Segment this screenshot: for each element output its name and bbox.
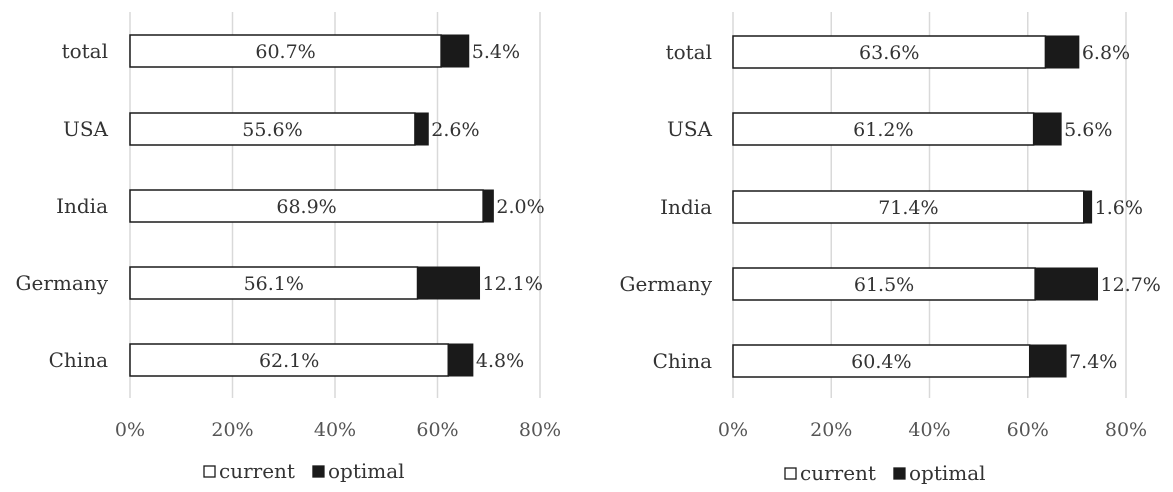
- bar-optimal: [1083, 190, 1093, 224]
- category-label: USA: [63, 117, 109, 141]
- legend-label-optimal: optimal: [909, 461, 986, 485]
- data-label-current: 68.9%: [276, 196, 336, 218]
- bar-current: [129, 343, 450, 377]
- data-label-optimal: 4.8%: [476, 350, 524, 372]
- category-label: China: [49, 348, 108, 372]
- chart-right: 0% 20% 40% 60% 80% total 63.6% 6.8% USA 61.2% 5.6%…: [620, 12, 1161, 485]
- legend-label-current: current: [800, 461, 876, 485]
- x-tick-label: 40%: [314, 419, 356, 441]
- bar-optimal: [1033, 112, 1062, 146]
- category-label: India: [660, 195, 712, 219]
- data-label-optimal: 12.1%: [483, 273, 543, 295]
- data-label-current: 60.4%: [851, 351, 911, 373]
- legend-swatch-optimal: [312, 465, 325, 478]
- category-label: total: [666, 40, 712, 64]
- data-label-current: 61.5%: [854, 274, 914, 296]
- data-label-optimal: 5.6%: [1064, 119, 1112, 141]
- bar-current: [732, 267, 1036, 301]
- bar-current: [732, 35, 1047, 69]
- x-tick-label: 20%: [211, 419, 253, 441]
- data-label-optimal: 2.6%: [431, 119, 479, 141]
- data-label-optimal: 5.4%: [472, 41, 520, 63]
- chart-left: 0% 20% 40% 60% 80% total 60.7% 5.4% USA 55.6% 2.6%…: [16, 12, 561, 483]
- category-label: China: [653, 349, 712, 373]
- data-label-optimal: 1.6%: [1095, 197, 1143, 219]
- data-label-current: 55.6%: [242, 119, 302, 141]
- legend-label-optimal: optimal: [328, 459, 405, 483]
- x-tick-label: 80%: [1105, 419, 1147, 441]
- category-label: India: [56, 194, 108, 218]
- bar-optimal: [417, 266, 481, 300]
- bar-current: [129, 189, 484, 223]
- data-label-optimal: 6.8%: [1082, 42, 1130, 64]
- legend-swatch-optimal: [893, 467, 906, 480]
- bar-current: [732, 112, 1035, 146]
- data-label-current: 63.6%: [859, 42, 919, 64]
- bar-current: [732, 344, 1031, 378]
- bar-current: [732, 190, 1085, 224]
- category-label: Germany: [620, 272, 713, 296]
- x-tick-label: 60%: [1007, 419, 1049, 441]
- bar-optimal: [482, 189, 494, 223]
- x-tick-label: 0%: [718, 419, 748, 441]
- x-tick-label: 20%: [810, 419, 852, 441]
- category-label: total: [62, 39, 108, 63]
- legend: current optimal: [203, 459, 405, 483]
- data-label-optimal: 2.0%: [496, 196, 544, 218]
- x-tick-label: 60%: [416, 419, 458, 441]
- bar-optimal: [414, 112, 429, 146]
- bar-current: [129, 34, 442, 68]
- bar-current: [129, 112, 416, 146]
- data-label-current: 62.1%: [259, 350, 319, 372]
- x-tick-label: 80%: [519, 419, 561, 441]
- data-label-current: 60.7%: [255, 41, 315, 63]
- bar-optimal: [440, 34, 470, 68]
- data-label-optimal: 12.7%: [1101, 274, 1161, 296]
- data-label-current: 56.1%: [244, 273, 304, 295]
- bar-optimal: [1029, 344, 1067, 378]
- category-label: Germany: [16, 271, 109, 295]
- x-tick-label: 0%: [115, 419, 145, 441]
- x-tick-label: 40%: [908, 419, 950, 441]
- legend: current optimal: [784, 461, 986, 485]
- bar-optimal: [447, 343, 474, 377]
- data-label-optimal: 7.4%: [1069, 351, 1117, 373]
- legend-swatch-current: [203, 465, 216, 478]
- bar-optimal: [1034, 267, 1099, 301]
- data-label-current: 61.2%: [853, 119, 913, 141]
- data-label-current: 71.4%: [878, 197, 938, 219]
- category-label: USA: [667, 117, 713, 141]
- legend-label-current: current: [219, 459, 295, 483]
- bar-optimal: [1044, 35, 1080, 69]
- legend-swatch-current: [784, 467, 797, 480]
